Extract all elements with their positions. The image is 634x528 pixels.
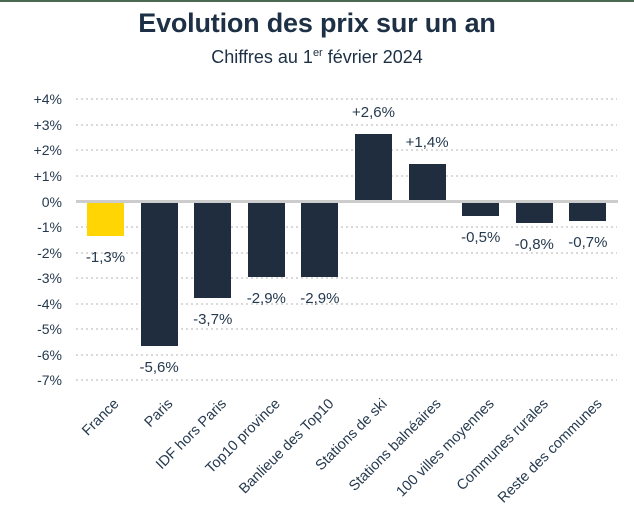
value-label: +2,6% [352, 103, 395, 121]
gridline [76, 328, 617, 331]
value-label: -0,8% [514, 236, 554, 254]
gridline [76, 149, 617, 152]
y-axis-tick-label: 0% [41, 193, 62, 210]
value-label: -3,7% [193, 310, 233, 328]
gridline [76, 226, 617, 229]
bar-100-villes-moyennes [462, 203, 500, 216]
bar-banlieue-des-top10 [301, 203, 339, 278]
y-axis-tick-label: -3% [37, 270, 62, 287]
value-label: -0,7% [568, 233, 608, 251]
gridline [76, 251, 617, 254]
x-axis-label: Reste des communes [494, 396, 606, 507]
x-axis-label: Stations balnéaires [345, 396, 445, 495]
x-axis-label: Paris [141, 396, 177, 431]
x-axis-label: Banlieue des Top10 [236, 396, 338, 498]
bar-top10-province [247, 203, 285, 278]
gridline [76, 98, 617, 101]
gridline [76, 277, 617, 280]
y-axis-tick-label: -1% [37, 219, 62, 236]
gridline [76, 353, 617, 356]
y-axis-tick-label: +1% [33, 167, 62, 184]
value-label: -5,6% [139, 359, 179, 377]
subtitle-superscript: er [312, 47, 323, 59]
bar-stations-de-ski [355, 133, 392, 200]
chart-title: Evolution des prix sur un an [138, 8, 496, 38]
y-axis-tick-label: -4% [37, 295, 62, 312]
subtitle-suffix: février 2024 [322, 47, 423, 67]
bar-paris [140, 203, 178, 347]
value-label: +1,4% [405, 134, 449, 152]
value-label: -0,5% [461, 228, 501, 246]
subtitle-prefix: Chiffres au 1 [211, 47, 313, 67]
bar-communes-rurales [515, 203, 553, 224]
y-axis-tick-label: -7% [37, 372, 62, 389]
y-axis-tick-label: -2% [37, 244, 62, 261]
bar-stations-baln-aires [408, 164, 446, 200]
y-axis-tick-label: -5% [37, 321, 62, 338]
x-axis-label: 100 villes moyennes [393, 396, 499, 501]
y-axis-tick-label: +4% [33, 91, 62, 108]
x-axis-label: France [79, 396, 123, 440]
bar-idf-hors-paris [194, 203, 232, 298]
bar-france [87, 203, 124, 237]
gridline [76, 174, 617, 177]
y-axis-tick-label: -6% [37, 346, 62, 363]
x-axis-label: Communes rurales [453, 396, 552, 494]
top-accent-bar [0, 0, 634, 2]
value-label: -1,3% [85, 249, 126, 267]
gridline [76, 379, 617, 382]
value-label: -2,9% [300, 290, 340, 308]
value-label: -2,9% [246, 290, 286, 308]
gridline [76, 123, 617, 126]
y-axis-tick-label: +3% [33, 116, 62, 133]
chart-subtitle: Chiffres au 1er février 2024 [0, 47, 634, 68]
bar-reste-des-communes [569, 203, 607, 221]
y-axis-tick-label: +2% [33, 142, 62, 159]
zero-axis-line [76, 200, 618, 203]
gridline [76, 302, 617, 305]
